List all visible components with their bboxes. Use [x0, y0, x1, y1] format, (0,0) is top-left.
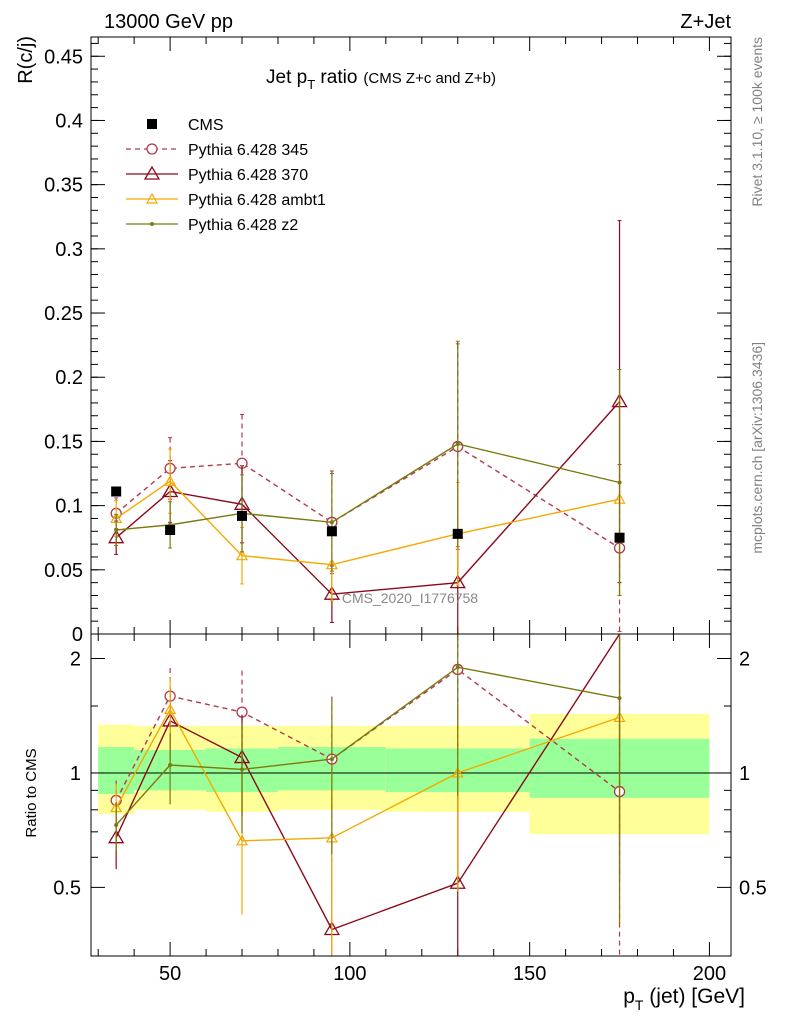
series-line	[116, 443, 620, 531]
y-tick-label: 0.4	[55, 110, 83, 132]
series-point-dot	[329, 757, 334, 762]
ratio-series-line	[115, 633, 621, 931]
y-tick-label: 0.15	[44, 431, 83, 453]
series-line	[115, 401, 621, 595]
x-axis-label: pT (jet) [GeV]	[623, 985, 745, 1013]
series-point-small-triangle	[235, 834, 249, 846]
plot-title-main: Jet p	[266, 67, 307, 88]
series-point-dot	[617, 480, 622, 485]
x-tick-label: 150	[513, 963, 546, 985]
y-tick-label: 0	[72, 624, 83, 646]
y-axis-label: R(c/j)	[15, 36, 37, 84]
mcplots-label: mcplots.cern.ch [arXiv:1306.3436]	[749, 342, 765, 554]
legend: CMS Pythia 6.428 345 Pythia 6.428 370 Pythi…	[126, 117, 326, 234]
series-point-dot	[240, 767, 245, 772]
x-axis-label-sub: T	[635, 997, 644, 1013]
y-tick-label: 0.35	[44, 175, 83, 197]
ratio-plot-frame	[90, 633, 732, 957]
series-point-dot	[329, 520, 334, 525]
series-point-dot	[455, 665, 460, 670]
x-axis-label-tail: (jet) [GeV]	[643, 985, 745, 1008]
ratio-tick-label: 0.5	[53, 877, 81, 899]
data-point	[165, 525, 176, 536]
ratio-y-axis-label: Ratio to CMS	[23, 748, 40, 837]
data-point	[452, 528, 463, 539]
y-tick-label: 0.1	[55, 496, 83, 518]
legend-marker-cms	[147, 119, 157, 129]
plot-title: Jet pT ratio (CMS Z+c and Z+b)	[266, 67, 496, 92]
ratio-tick-label: 1	[70, 763, 81, 785]
header-left: 13000 GeV pp	[104, 11, 233, 33]
series-point-dot	[150, 222, 154, 226]
legend-label: Pythia 6.428 345	[188, 142, 308, 159]
data-point	[614, 532, 625, 543]
legend-label: Pythia 6.428 370	[188, 167, 308, 184]
series-point-small-triangle	[145, 192, 159, 204]
series-line	[115, 445, 620, 549]
series-point-dot	[114, 528, 119, 533]
data-point	[111, 486, 122, 497]
series-line	[115, 480, 620, 566]
series-point-triangle	[449, 574, 466, 589]
main-plot-frame	[90, 36, 732, 635]
y-tick-label: 0.2	[55, 367, 83, 389]
series-point-small-triangle	[235, 549, 249, 561]
watermark: CMS_2020_I1776758	[342, 590, 478, 606]
y-tick-label: 0.3	[55, 239, 83, 261]
ratio-series-line	[115, 707, 620, 842]
ratio-series-line	[115, 668, 620, 801]
series-point-small-triangle	[164, 703, 177, 715]
series-point-triangle	[143, 165, 161, 180]
legend-label: Pythia 6.428 ambt1	[188, 192, 326, 209]
series-point-dot	[168, 762, 173, 767]
x-axis-label-main: p	[623, 985, 635, 1008]
ratio-series	[108, 633, 626, 956]
x-tick-label: 100	[333, 963, 366, 985]
axes-ticks: 0 0.05 0.1 0.15 0.2 0.25 0.3 0.35 0.4 0.45 50 100 15…	[44, 37, 767, 985]
series-point-small-triangle	[164, 474, 177, 486]
header-right: Z+Jet	[680, 11, 731, 33]
ratio-tick-label-right: 2	[739, 649, 750, 671]
series-point-circle	[146, 143, 158, 155]
ratio-series-line	[115, 666, 620, 826]
series-point-dot	[455, 441, 460, 446]
legend-label: Pythia 6.428 z2	[188, 217, 298, 234]
x-tick-label: 50	[159, 963, 181, 985]
plot-title-note: (CMS Z+c and Z+b)	[363, 70, 496, 87]
data-point	[326, 526, 337, 537]
y-tick-label: 0.25	[44, 303, 83, 325]
main-series	[108, 220, 628, 635]
ratio-tick-label-right: 1	[739, 763, 750, 785]
ratio-tick-label: 2	[70, 649, 81, 671]
plot-title-tail: ratio	[315, 67, 357, 88]
data-point	[237, 510, 248, 521]
series-point-dot	[114, 822, 119, 827]
x-tick-label: 200	[693, 963, 726, 985]
legend-label: CMS	[188, 117, 224, 134]
uncertainty-bands	[98, 713, 710, 835]
plot-title-sub: T	[307, 77, 315, 92]
rivet-label: Rivet 3.1.10, ≥ 100k events	[749, 37, 765, 207]
y-tick-label: 0.45	[44, 46, 83, 68]
series-point-dot	[617, 696, 622, 701]
y-tick-label: 0.05	[44, 560, 83, 582]
ratio-tick-label-right: 0.5	[739, 877, 767, 899]
